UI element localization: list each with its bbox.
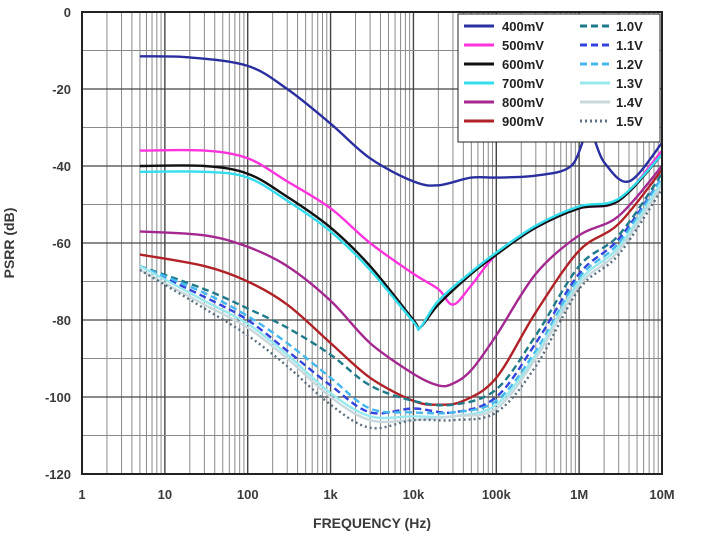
tick-labels: 1 10 100 1k 10k 100k 1M 10M 0 -20 -40 -60 -80 -100 -12… [45, 5, 675, 502]
plot-frame [81, 11, 663, 475]
x-tick-label: 100 [237, 487, 259, 502]
legend-label: 500mV [502, 38, 544, 53]
legend-label: 400mV [502, 19, 544, 34]
x-axis-title: FREQUENCY (Hz) [313, 515, 431, 531]
y-tick-label: 0 [64, 5, 71, 20]
x-tick-label: 10 [158, 487, 172, 502]
y-axis-title: PSRR (dB) [1, 208, 17, 279]
legend-label: 1.4V [616, 95, 643, 110]
y-tick-label: -120 [45, 467, 71, 482]
series-line-1-5v [139, 188, 664, 430]
legend-label: 900mV [502, 114, 544, 129]
x-tick-label: 100k [482, 487, 512, 502]
series-line-400mv [139, 55, 663, 187]
legend: 400mV 500mV 600mV 700mV 800mV 900mV 1.0V 1.1V 1.… [457, 13, 661, 143]
series-line-1-4v [139, 184, 664, 424]
x-tick-label: 10M [649, 487, 674, 502]
legend-label: 600mV [502, 57, 544, 72]
y-tick-label: -80 [52, 313, 71, 328]
legend-label: 1.3V [616, 76, 643, 91]
x-tick-label: 10k [403, 487, 425, 502]
y-tick-label: -20 [52, 82, 71, 97]
series-line-1-3v [139, 180, 664, 420]
series-lines [139, 55, 664, 430]
y-tick-label: -40 [52, 159, 71, 174]
series-line-700mv [139, 153, 663, 332]
legend-label: 800mV [502, 95, 544, 110]
legend-label: 700mV [502, 76, 544, 91]
x-tick-label: 1k [323, 487, 338, 502]
series-line-800mv [139, 165, 663, 388]
series-line-1-1v [139, 176, 663, 415]
legend-label: 1.2V [616, 57, 643, 72]
legend-label: 1.0V [616, 19, 643, 34]
series-line-1-0v [139, 173, 663, 407]
y-tick-label: -100 [45, 390, 71, 405]
x-tick-label: 1M [570, 487, 588, 502]
legend-label: 1.5V [616, 114, 643, 129]
legend-label: 1.1V [616, 38, 643, 53]
x-tick-label: 1 [78, 487, 85, 502]
y-tick-label: -60 [52, 236, 71, 251]
series-line-1-2v [139, 176, 664, 415]
